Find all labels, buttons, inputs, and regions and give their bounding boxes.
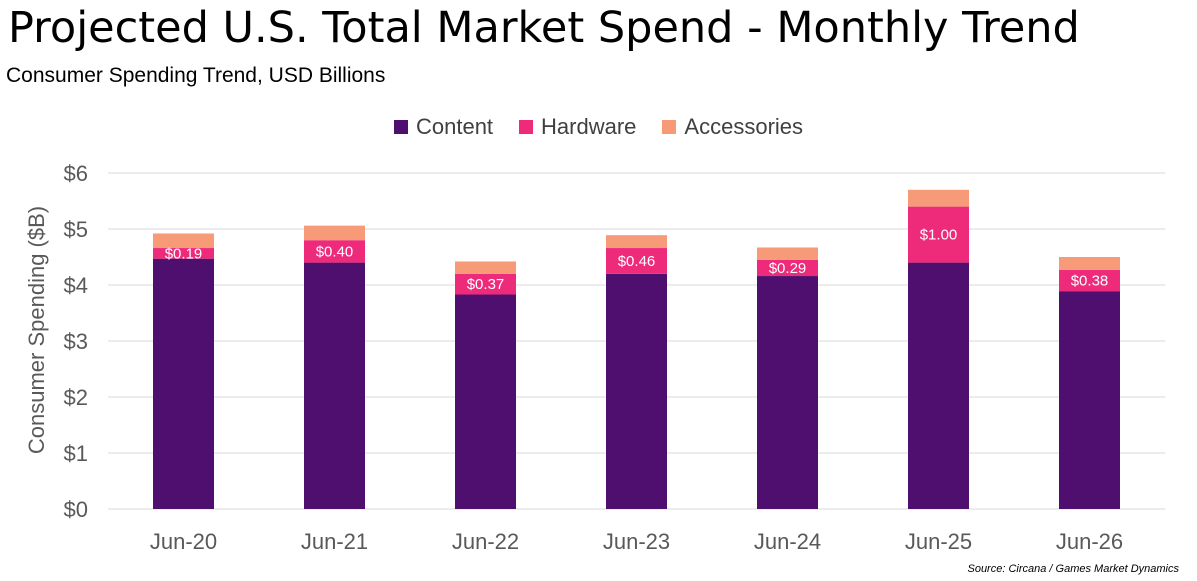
data-label-hardware: $0.37 [467,276,505,293]
bar-segment-hardware [1059,269,1120,292]
bar-segment-hardware [455,273,516,295]
y-tick-label: $6 [64,161,88,186]
legend-swatch-content [393,120,408,134]
legend-item-accessories: Accessories [662,114,803,140]
legend-item-content: Content [393,114,494,140]
bar-segment-content [1059,291,1120,509]
data-label-hardware: $0.40 [316,243,354,260]
y-tick-label: $3 [64,329,88,354]
y-tick-label: $0 [64,497,88,522]
bar-segment-content [304,262,365,509]
bar-segment-content [606,273,667,509]
chart-legend: Content Hardware Accessories [0,114,1197,140]
legend-item-hardware: Hardware [519,114,636,140]
data-label-hardware: $0.19 [165,245,203,262]
legend-label-accessories: Accessories [684,114,804,139]
data-label-hardware: $1.00 [920,227,958,244]
x-tick-label: Jun-20 [150,529,217,554]
bar-segment-accessories [757,247,818,260]
x-tick-label: Jun-25 [905,529,972,554]
data-labels: $0.19 $0.40 $0.37 $0.46 $0.29 $1.00 $0.38 [165,227,1109,294]
bar-segment-content [153,258,214,509]
bar-segment-accessories [908,189,969,207]
bar-segment-hardware [757,259,818,277]
y-tick-label: $2 [64,385,88,410]
x-tick-label: Jun-23 [603,529,670,554]
bar-segment-content [455,294,516,509]
data-label-hardware: $0.46 [618,253,656,270]
x-axis: Jun-20 Jun-21 Jun-22 Jun-23 Jun-24 Jun-25 Jun-… [150,529,1123,554]
y-axis: $0 $1 $2 $3 $4 $5 $6 [64,161,88,522]
x-tick-label: Jun-21 [301,529,368,554]
legend-swatch-hardware [519,120,534,134]
x-tick-label: Jun-24 [754,529,821,554]
y-tick-label: $4 [64,273,88,298]
x-tick-label: Jun-26 [1056,529,1123,554]
x-tick-label: Jun-22 [452,529,519,554]
legend-label-hardware: Hardware [541,114,637,139]
bar-segment-hardware [908,206,969,263]
bar-segment-accessories [1059,257,1120,270]
bar-segment-hardware [153,248,214,259]
legend-label-content: Content [415,114,494,139]
legend-swatch-accessories [662,120,677,134]
data-label-hardware: $0.29 [769,260,807,277]
bar-segment-accessories [153,233,214,249]
bar-segment-hardware [304,240,365,263]
source-note: Source: Circana / Games Market Dynamics [967,563,1179,575]
bar-segment-hardware [606,248,667,274]
bar-segment-accessories [455,261,516,274]
bar-segment-content [908,262,969,509]
bar-segment-accessories [304,225,365,241]
y-axis-title: Consumer Spending ($B) [24,206,49,454]
y-tick-label: $1 [64,441,88,466]
bar-segment-accessories [606,235,667,249]
bars [153,189,1120,509]
y-tick-label: $5 [64,217,88,242]
chart-title: Projected U.S. Total Market Spend - Mont… [8,3,1080,53]
bar-segment-content [757,276,818,509]
chart-subtitle: Consumer Spending Trend, USD Billions [6,64,386,87]
data-label-hardware: $0.38 [1071,273,1109,290]
